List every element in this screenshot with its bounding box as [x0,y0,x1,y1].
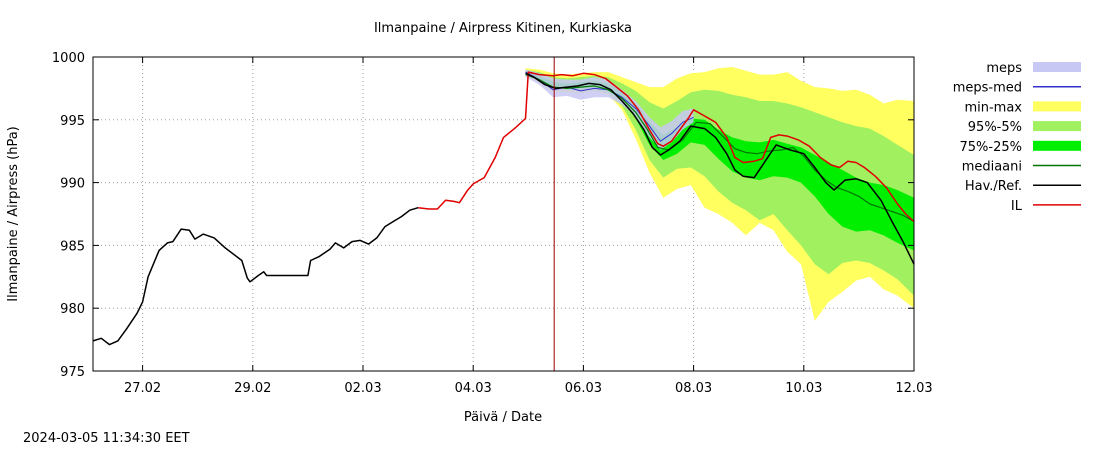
x-tick-label-7: 12.03 [895,381,932,396]
legend-label-7: IL [1011,199,1023,214]
x-axis-label: Päivä / Date [464,410,542,425]
x-tick-label-2: 02.03 [344,381,381,396]
x-tick-label-4: 06.03 [565,381,602,396]
x-tick-label-3: 04.03 [455,381,492,396]
series-il [418,71,915,223]
y-axis-label: Ilmanpaine / Airpress (hPa) [6,126,21,301]
legend-swatch-0 [1033,62,1081,72]
x-axis-ticks: 27.02 29.02 02.03 04.03 06.03 08.03 10.03 12.03 [124,57,933,396]
timestamp-label: 2024-03-05 11:34:30 EET [23,431,190,446]
legend-label-1: meps-med [953,81,1022,96]
x-tick-label-6: 10.03 [785,381,822,396]
band-meps [525,69,694,150]
legend-label-0: meps [986,61,1022,76]
series-lines [92,71,915,346]
y-tick-label-2: 985 [60,239,85,254]
series-observed [92,206,419,346]
forecast-bands [525,67,914,321]
legend-label-3: 95%-5% [968,120,1022,135]
legend-swatch-3 [1033,121,1081,132]
band-95-5 [525,69,914,296]
y-axis-ticks: 975 980 985 990 995 1000 [52,51,914,380]
y-tick-label-0: 975 [60,365,85,380]
y-tick-label-3: 990 [60,177,85,192]
y-tick-label-1: 980 [60,302,85,317]
legend-label-2: min-max [964,100,1022,115]
plot-frame [92,56,915,372]
series-mediaani [525,74,915,223]
x-tick-label-1: 29.02 [234,381,271,396]
x-tick-label-0: 27.02 [124,381,161,396]
x-tick-label-5: 08.03 [675,381,712,396]
legend: meps meps-med min-max 95%-5% 75%-25% mediaani… [953,61,1081,214]
legend-label-6: Hav./Ref. [965,179,1022,194]
legend-label-4: 75%-25% [960,140,1022,155]
legend-swatch-2 [1033,101,1081,112]
y-tick-label-5: 1000 [52,51,85,66]
legend-label-5: mediaani [962,160,1022,175]
legend-swatch-4 [1033,140,1081,151]
y-tick-label-4: 995 [60,114,85,129]
chart-title: Ilmanpaine / Airpress Kitinen, Kurkiaska [374,21,632,36]
series-hav-ref [525,72,915,265]
